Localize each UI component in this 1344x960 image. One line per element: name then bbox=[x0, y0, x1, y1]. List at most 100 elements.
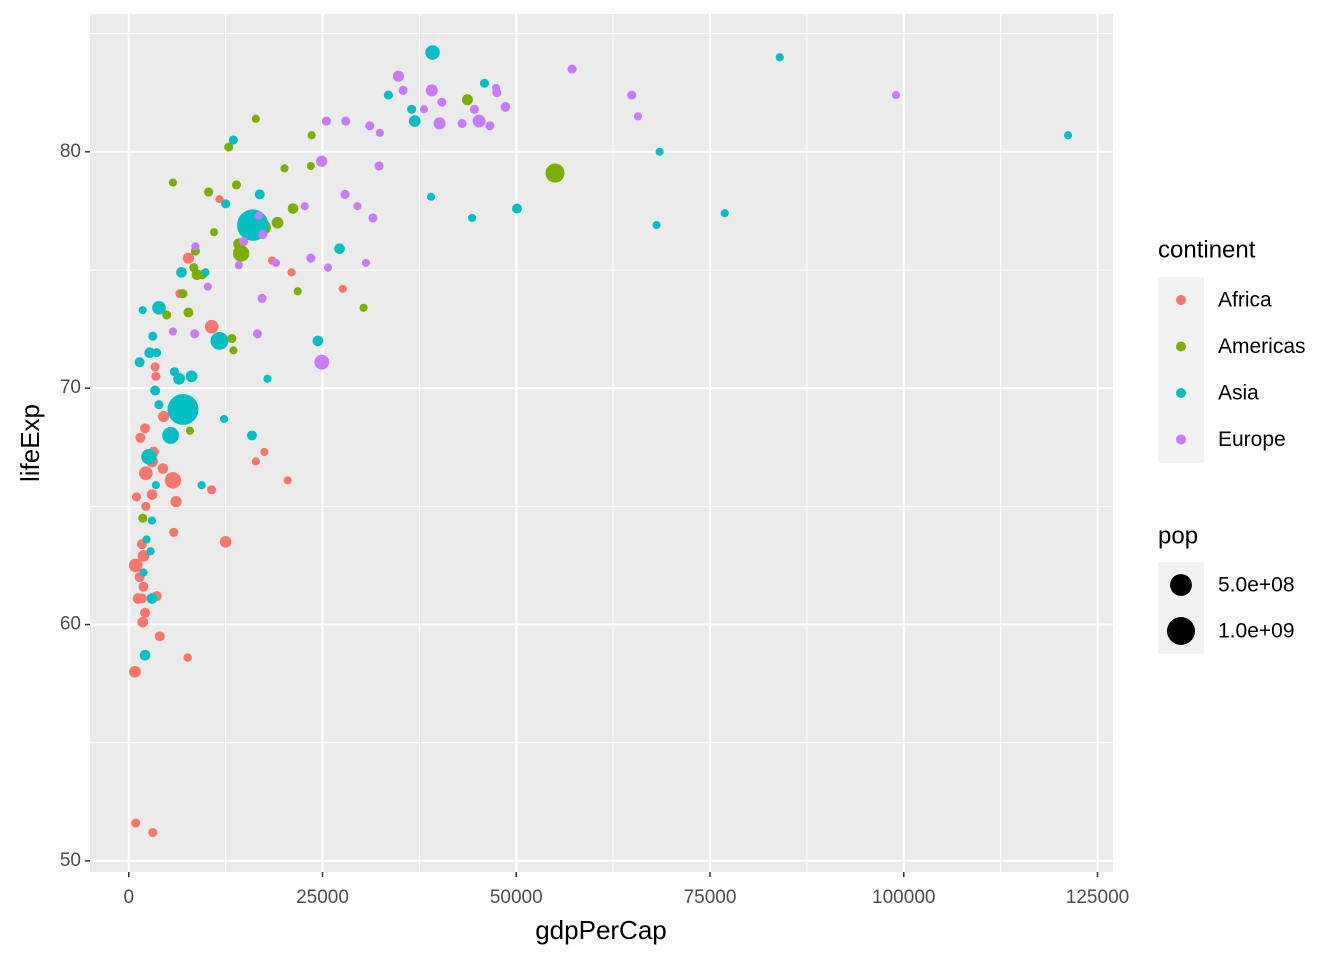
point bbox=[146, 593, 158, 604]
point bbox=[300, 202, 309, 211]
point bbox=[138, 513, 148, 523]
point bbox=[209, 228, 219, 237]
point bbox=[224, 142, 234, 152]
point bbox=[152, 348, 162, 358]
point bbox=[189, 263, 199, 273]
legend-swatch bbox=[1176, 434, 1186, 445]
point bbox=[316, 155, 328, 167]
point bbox=[365, 121, 375, 131]
point bbox=[375, 128, 384, 137]
point bbox=[231, 180, 242, 190]
point bbox=[138, 581, 149, 592]
point bbox=[185, 370, 198, 383]
point bbox=[148, 827, 158, 838]
point bbox=[146, 489, 158, 500]
point bbox=[148, 331, 158, 341]
point bbox=[229, 346, 238, 355]
size-legend-title: pop bbox=[1158, 522, 1198, 549]
point bbox=[210, 331, 229, 350]
point bbox=[162, 310, 172, 320]
point bbox=[485, 121, 495, 131]
size-legend-label: 5.0e+08 bbox=[1218, 574, 1295, 597]
point bbox=[183, 307, 194, 318]
point bbox=[139, 649, 151, 661]
point bbox=[144, 347, 155, 359]
point bbox=[182, 252, 195, 264]
point bbox=[419, 105, 429, 114]
point bbox=[162, 427, 180, 444]
point bbox=[134, 357, 145, 368]
point bbox=[492, 88, 502, 98]
point bbox=[252, 329, 262, 339]
color-legend-title: continent bbox=[1158, 236, 1256, 263]
point bbox=[170, 496, 182, 508]
point bbox=[152, 300, 166, 315]
point bbox=[215, 194, 224, 204]
point bbox=[314, 354, 330, 370]
point bbox=[263, 374, 272, 383]
point bbox=[197, 480, 206, 490]
point bbox=[246, 430, 257, 441]
point bbox=[257, 293, 267, 303]
point bbox=[361, 258, 370, 267]
point bbox=[258, 229, 268, 240]
point bbox=[150, 385, 161, 396]
point bbox=[1063, 131, 1073, 140]
point bbox=[140, 607, 151, 618]
point bbox=[151, 480, 160, 490]
point bbox=[137, 550, 150, 562]
panel-background bbox=[90, 14, 1113, 872]
point bbox=[633, 112, 643, 121]
point bbox=[169, 527, 179, 537]
y-tick-label: 80 bbox=[60, 141, 81, 162]
legend-swatch bbox=[1176, 341, 1186, 352]
point bbox=[150, 362, 160, 372]
legend-label: Asia bbox=[1218, 382, 1259, 405]
point bbox=[457, 118, 467, 128]
point bbox=[254, 189, 265, 200]
point bbox=[227, 333, 237, 344]
x-tick-label: 75000 bbox=[684, 887, 737, 908]
point bbox=[340, 189, 350, 199]
point bbox=[293, 287, 302, 296]
point bbox=[312, 335, 324, 347]
point bbox=[306, 161, 315, 171]
point bbox=[392, 70, 405, 82]
point bbox=[433, 117, 446, 130]
point bbox=[271, 216, 284, 229]
point bbox=[251, 457, 260, 466]
point bbox=[254, 211, 264, 220]
point bbox=[323, 263, 333, 272]
point bbox=[334, 243, 345, 255]
x-tick-label: 25000 bbox=[296, 887, 349, 908]
point bbox=[168, 327, 178, 336]
point bbox=[398, 85, 408, 95]
point bbox=[408, 115, 421, 127]
point bbox=[185, 426, 195, 435]
point bbox=[178, 289, 188, 299]
point bbox=[437, 97, 447, 107]
point bbox=[132, 593, 144, 604]
point bbox=[238, 237, 248, 247]
point bbox=[154, 631, 165, 642]
point bbox=[251, 114, 260, 123]
y-tick-label: 70 bbox=[60, 377, 81, 398]
point bbox=[176, 267, 187, 278]
point bbox=[287, 268, 296, 277]
point bbox=[191, 242, 200, 251]
point bbox=[775, 53, 784, 62]
point bbox=[374, 161, 384, 171]
point bbox=[306, 253, 316, 263]
point bbox=[567, 64, 577, 74]
point bbox=[203, 282, 212, 291]
point bbox=[353, 202, 362, 211]
point bbox=[234, 261, 243, 270]
point bbox=[479, 78, 490, 88]
point bbox=[146, 547, 155, 556]
point bbox=[891, 90, 901, 100]
point bbox=[368, 213, 378, 223]
legend-label: Africa bbox=[1218, 289, 1272, 312]
legend-label: Europe bbox=[1218, 428, 1286, 451]
point bbox=[167, 393, 199, 425]
